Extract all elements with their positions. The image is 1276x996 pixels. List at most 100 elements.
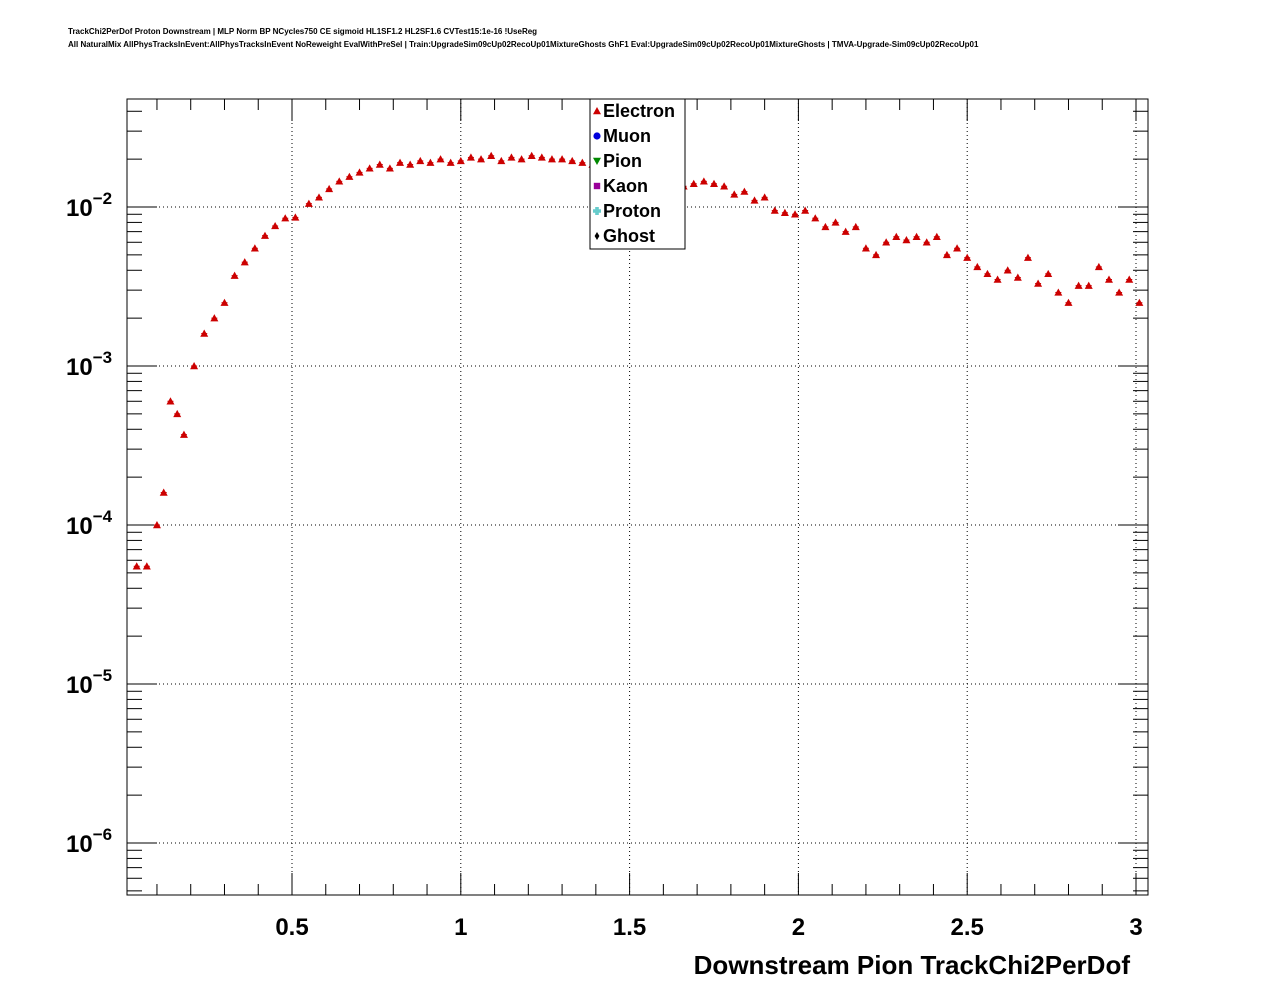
data-point: [355, 168, 364, 176]
legend-label-muon: Muon: [603, 126, 651, 146]
legend-marker-proton: [593, 207, 601, 215]
data-point: [230, 271, 239, 279]
data-point: [250, 244, 259, 252]
data-point: [142, 562, 151, 570]
data-point: [537, 153, 546, 161]
y-tick-label: 10−2: [66, 189, 112, 222]
axis-ticks: [127, 99, 1148, 895]
data-point: [507, 153, 516, 161]
data-point: [841, 227, 850, 235]
data-point: [456, 156, 465, 165]
data-point: [821, 222, 830, 231]
data-point: [271, 221, 280, 230]
data-point: [993, 275, 1002, 283]
x-axis-title: Downstream Pion TrackChi2PerDof: [694, 950, 1131, 980]
x-tick-label: 1.5: [613, 914, 646, 941]
data-point: [1135, 298, 1144, 306]
data-point: [770, 206, 779, 214]
x-tick-label: 2.5: [951, 914, 984, 941]
data-point: [851, 222, 860, 231]
data-point: [1034, 279, 1043, 287]
x-tick-label: 3: [1129, 914, 1142, 941]
data-point: [730, 190, 739, 198]
data-point: [801, 206, 810, 214]
data-point: [922, 238, 931, 246]
data-point: [291, 213, 300, 221]
data-point: [547, 155, 556, 163]
data-point: [953, 244, 962, 252]
data-point: [811, 214, 820, 222]
y-tick-label: 10−3: [66, 348, 112, 381]
data-point: [1125, 275, 1134, 283]
data-point: [152, 521, 161, 529]
data-point: [416, 156, 425, 165]
data-point: [831, 218, 840, 226]
data-point: [689, 179, 698, 187]
legend-label-electron: Electron: [603, 101, 675, 121]
data-point: [558, 155, 567, 163]
legend-label-kaon: Kaon: [603, 176, 648, 196]
chart-title-line-2: All NaturalMix AllPhysTracksInEvent:AllP…: [68, 40, 979, 49]
x-tick-labels: 0.5 1 1.5 2 2.5 3: [275, 914, 1142, 941]
data-point: [179, 430, 188, 438]
data-point: [1074, 281, 1083, 289]
chart-title-line-1: TrackChi2PerDof Proton Downstream | MLP …: [68, 27, 538, 36]
data-point: [740, 187, 749, 195]
legend-marker-ghost: [594, 232, 600, 240]
data-point: [166, 397, 175, 405]
data-point: [517, 155, 526, 163]
data-point: [983, 269, 992, 278]
legend-marker-muon: [593, 132, 601, 140]
y-tick-label: 10−4: [66, 507, 113, 540]
y-tick-labels: 10−6 10−5 10−4 10−3 10−2: [66, 189, 113, 858]
data-point: [375, 160, 384, 168]
data-point: [132, 562, 141, 570]
x-tick-label: 2: [792, 914, 805, 941]
data-point: [882, 238, 891, 246]
y-tick-label: 10−6: [66, 825, 112, 858]
data-point: [497, 156, 506, 165]
data-point: [345, 172, 354, 180]
data-point: [159, 488, 168, 496]
data-point: [1115, 288, 1124, 296]
data-point: [173, 409, 182, 418]
data-point: [1064, 298, 1073, 306]
legend-box: [589, 98, 686, 250]
data-point: [760, 193, 769, 201]
data-point: [1023, 253, 1032, 261]
data-point: [1054, 288, 1063, 296]
data-point: [240, 258, 249, 266]
data-point: [466, 153, 475, 161]
data-point: [315, 193, 324, 201]
data-point: [1094, 262, 1103, 271]
legend-marker-electron: [593, 107, 601, 115]
data-point: [568, 156, 577, 165]
data-point: [750, 196, 759, 204]
data-point: [190, 362, 199, 370]
data-point: [281, 214, 290, 222]
data-point: [699, 177, 708, 185]
data-point: [942, 250, 951, 259]
legend-marker-kaon: [593, 182, 601, 190]
data-point: [200, 329, 209, 337]
data-point: [365, 164, 374, 172]
data-point: [872, 250, 881, 259]
data-point: [861, 244, 870, 252]
y-tick-label: 10−5: [66, 666, 112, 699]
data-point: [963, 253, 972, 261]
x-tick-label: 1: [454, 914, 467, 941]
data-point: [710, 179, 718, 187]
x-tick-label: 0.5: [275, 914, 308, 941]
data-point: [477, 155, 486, 163]
data-point: [527, 151, 536, 159]
legend-marker-pion: [593, 157, 601, 165]
data-point: [487, 151, 496, 159]
data-point: [1013, 273, 1022, 281]
data-point: [780, 208, 789, 216]
legend-label-proton: Proton: [603, 201, 661, 221]
data-point: [892, 232, 901, 240]
data-point: [720, 182, 729, 190]
data-point: [220, 298, 229, 306]
data-point: [260, 231, 269, 239]
